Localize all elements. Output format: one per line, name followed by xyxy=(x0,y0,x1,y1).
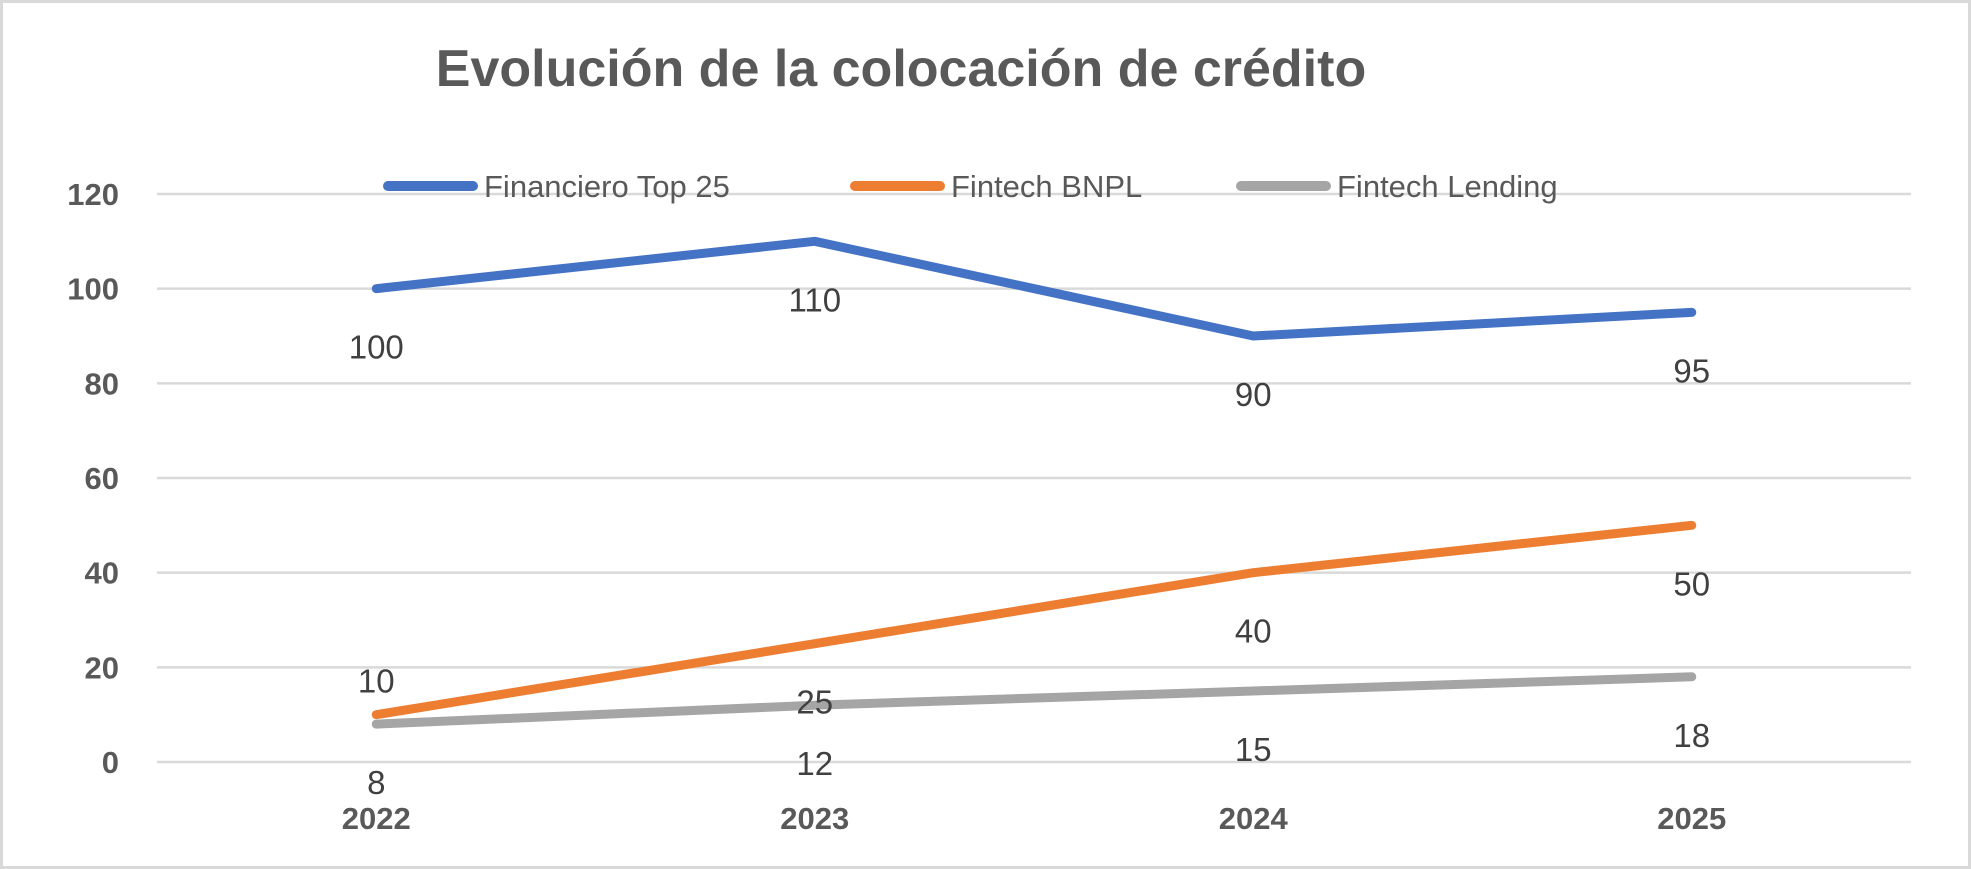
y-tick-label: 40 xyxy=(85,556,119,591)
legend-label: Fintech Lending xyxy=(1337,169,1558,204)
data-label: 50 xyxy=(1673,565,1710,602)
data-label: 110 xyxy=(788,281,841,318)
data-label: 25 xyxy=(796,684,833,721)
x-tick-label: 2023 xyxy=(780,801,849,836)
data-label: 15 xyxy=(1235,731,1272,768)
data-label: 8 xyxy=(367,764,385,801)
data-label: 90 xyxy=(1235,376,1272,413)
y-tick-label: 0 xyxy=(102,745,119,780)
data-label: 10 xyxy=(358,663,395,700)
data-label: 95 xyxy=(1673,352,1710,389)
series-line-financiero-top-25 xyxy=(371,236,1697,341)
x-tick-label: 2025 xyxy=(1657,801,1726,836)
y-tick-label: 60 xyxy=(85,461,119,496)
legend-label: Financiero Top 25 xyxy=(484,169,730,204)
series-line-fintech-lending xyxy=(371,672,1697,729)
legend-label: Fintech BNPL xyxy=(951,169,1142,204)
y-tick-label: 100 xyxy=(67,272,119,307)
x-tick-label: 2024 xyxy=(1219,801,1289,836)
data-label: 18 xyxy=(1673,717,1710,754)
data-label: 40 xyxy=(1235,613,1272,650)
series-line-fintech-bnpl xyxy=(371,520,1697,720)
y-tick-label: 80 xyxy=(85,366,119,401)
chart-title: Evolución de la colocación de crédito xyxy=(436,40,1366,98)
data-label: 12 xyxy=(796,745,833,782)
data-label: 100 xyxy=(349,329,404,366)
x-tick-label: 2022 xyxy=(342,801,411,836)
y-tick-label: 20 xyxy=(85,650,119,685)
y-tick-label: 120 xyxy=(67,177,119,212)
